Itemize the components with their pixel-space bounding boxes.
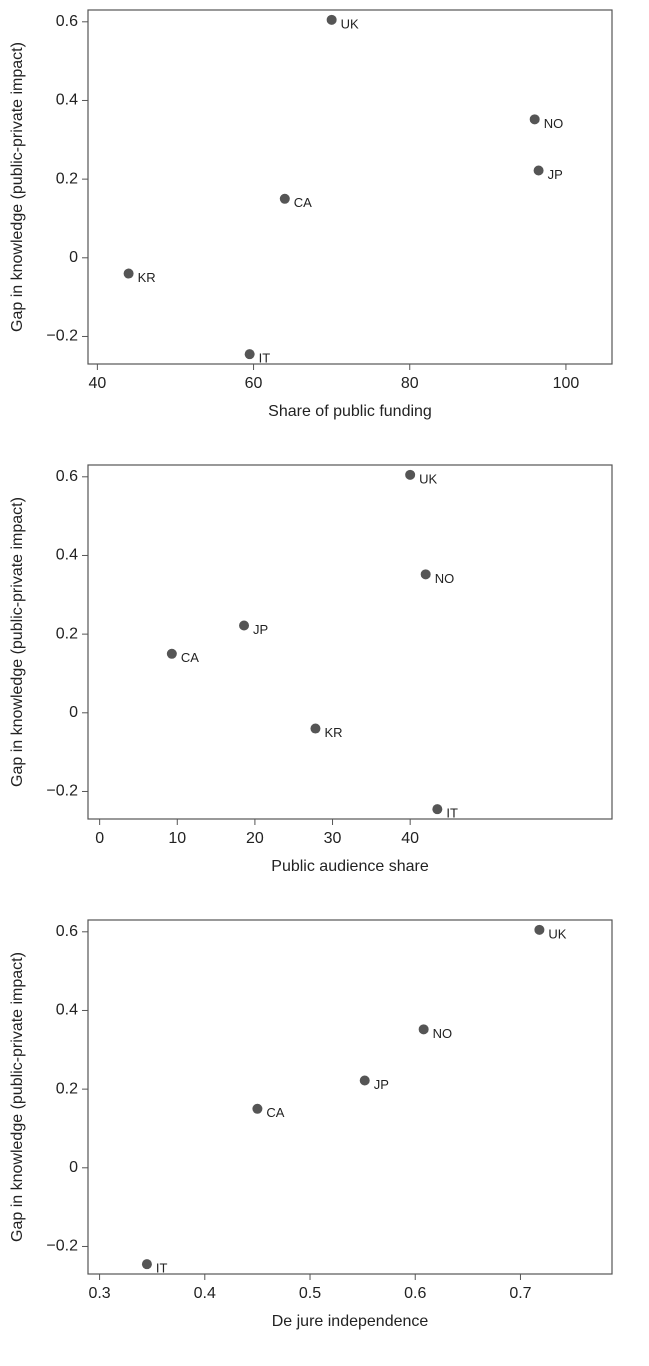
point [418, 1024, 429, 1035]
x-tick-label: 0.6 [404, 1285, 426, 1302]
panel: −0.2 0 0.2 0.4 0.6 0.3 0.4 0.5 0.6 0.7 De jure ind… [9, 919, 613, 1330]
point-label: NO [544, 116, 564, 131]
x-axis-label: Share of public funding [268, 403, 432, 420]
point [533, 165, 544, 176]
point-label: KR [324, 725, 342, 740]
point-label: JP [374, 1077, 389, 1092]
x-tick-label: 20 [246, 830, 264, 847]
y-tick-label: 0 [69, 704, 78, 721]
point [420, 569, 431, 580]
x-tick-label: 80 [401, 375, 419, 392]
plot-frame [87, 919, 613, 1275]
point-label: UK [548, 926, 566, 941]
y-tick-label: 0.6 [56, 13, 78, 30]
point [359, 1075, 370, 1086]
point-label: CA [294, 195, 312, 210]
point-label: JP [253, 622, 268, 637]
y-axis-label: Gap in knowledge (public-private impact) [9, 952, 26, 1242]
point [166, 648, 177, 659]
y-tick-label: 0.6 [56, 468, 78, 485]
plot-frame [87, 464, 613, 820]
point-label: NO [435, 571, 455, 586]
x-tick-label: 0 [95, 830, 104, 847]
point [252, 1103, 263, 1114]
x-tick-label: 0.5 [299, 1285, 321, 1302]
point [534, 924, 545, 935]
panel: −0.2 0 0.2 0.4 0.6 0 10 20 30 40 Public audience s… [9, 464, 613, 875]
x-tick-label: 0.7 [509, 1285, 531, 1302]
point [432, 804, 443, 815]
y-tick-label: −0.2 [46, 1238, 78, 1255]
point-label: KR [138, 270, 156, 285]
x-tick-label: 10 [168, 830, 186, 847]
y-tick-label: 0 [69, 1159, 78, 1176]
point-label: IT [446, 806, 458, 821]
y-tick-label: 0.2 [56, 1080, 78, 1097]
y-tick-label: 0.4 [56, 547, 78, 564]
y-axis-label: Gap in knowledge (public-private impact) [9, 497, 26, 787]
point [239, 620, 250, 631]
point-label: UK [419, 471, 437, 486]
point-label: CA [266, 1105, 284, 1120]
x-axis-label: Public audience share [271, 858, 429, 875]
x-tick-label: 60 [245, 375, 263, 392]
y-tick-label: 0.6 [56, 923, 78, 940]
x-tick-label: 40 [88, 375, 106, 392]
y-tick-label: 0.4 [56, 1002, 78, 1019]
x-tick-label: 0.4 [194, 1285, 216, 1302]
x-tick-label: 0.3 [88, 1285, 110, 1302]
point [141, 1259, 152, 1270]
point-label: CA [181, 650, 199, 665]
plot-frame [87, 9, 613, 365]
point-label: JP [548, 167, 563, 182]
point-label: UK [341, 16, 359, 31]
x-axis-label: De jure independence [272, 1313, 429, 1330]
point-label: IT [259, 351, 271, 366]
y-tick-label: −0.2 [46, 328, 78, 345]
y-tick-label: 0.4 [56, 92, 78, 109]
point-label: NO [433, 1026, 453, 1041]
y-tick-label: −0.2 [46, 783, 78, 800]
point [244, 349, 255, 360]
point [123, 268, 134, 279]
y-tick-label: 0.2 [56, 625, 78, 642]
y-tick-label: 0 [69, 249, 78, 266]
point [279, 193, 290, 204]
point-label: IT [156, 1261, 168, 1276]
point [310, 723, 321, 734]
panel: −0.2 0 0.2 0.4 0.6 40 60 80 100 Share of public f… [9, 9, 613, 420]
point [529, 114, 540, 125]
x-tick-label: 100 [553, 375, 580, 392]
y-tick-label: 0.2 [56, 170, 78, 187]
x-tick-label: 40 [401, 830, 419, 847]
x-tick-label: 30 [324, 830, 342, 847]
y-axis-label: Gap in knowledge (public-private impact) [9, 42, 26, 332]
point [326, 14, 337, 25]
point [405, 469, 416, 480]
